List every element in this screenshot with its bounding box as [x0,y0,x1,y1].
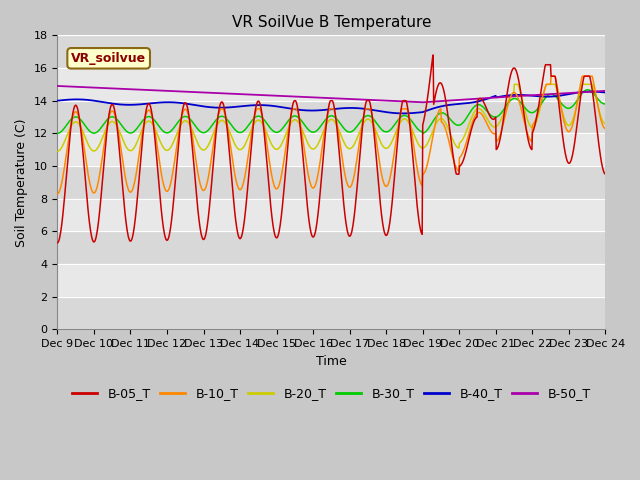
Bar [58,297,605,329]
Text: VR_soilvue: VR_soilvue [71,52,146,65]
Y-axis label: Soil Temperature (C): Soil Temperature (C) [15,118,28,247]
Title: VR SoilVue B Temperature: VR SoilVue B Temperature [232,15,431,30]
Bar [58,231,605,264]
Bar [58,36,605,68]
Legend: B-05_T, B-10_T, B-20_T, B-30_T, B-40_T, B-50_T: B-05_T, B-10_T, B-20_T, B-30_T, B-40_T, … [67,383,595,406]
Bar [58,101,605,133]
Bar [58,166,605,199]
X-axis label: Time: Time [316,355,347,368]
